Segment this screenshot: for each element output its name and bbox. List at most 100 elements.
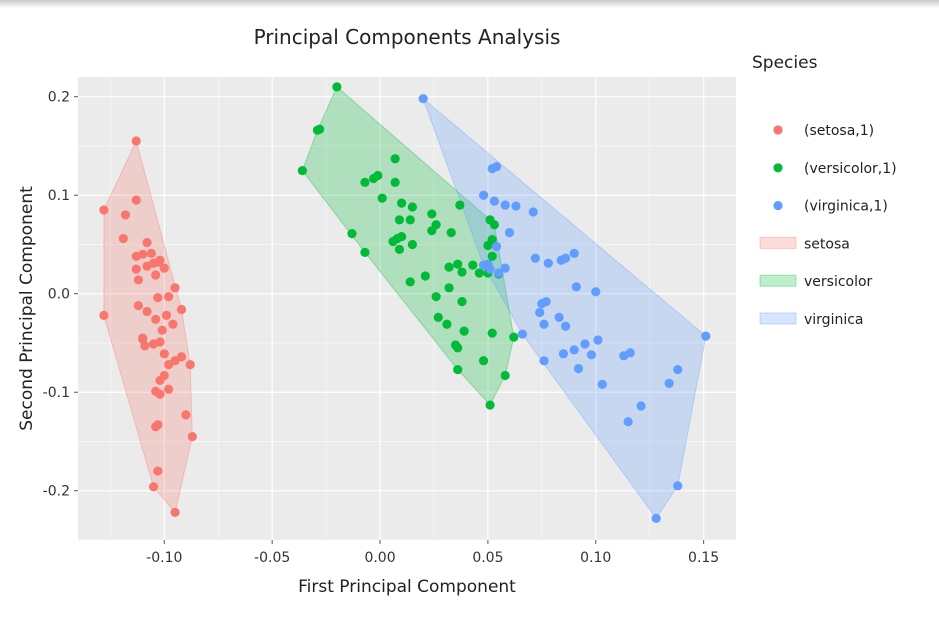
- point-virginica: [511, 201, 521, 211]
- point-versicolor: [394, 215, 405, 225]
- legend-marker: [773, 125, 783, 135]
- legend-label: versicolor: [804, 274, 873, 290]
- point-setosa: [176, 352, 187, 362]
- point-virginica: [504, 228, 515, 238]
- point-setosa: [133, 275, 144, 285]
- point-virginica: [586, 350, 597, 360]
- point-virginica: [560, 321, 571, 331]
- point-virginica: [517, 329, 528, 339]
- legend-item-virginica[interactable]: virginica: [759, 312, 864, 328]
- legend-label: (virginica,1): [804, 199, 888, 215]
- x-axis-title: First Principal Component: [298, 577, 516, 597]
- x-tick-label: 0.15: [688, 550, 719, 566]
- point-setosa: [142, 306, 152, 317]
- point-setosa: [153, 293, 163, 303]
- point-versicolor: [446, 228, 456, 238]
- point-setosa: [185, 360, 195, 370]
- point-versicolor: [485, 400, 495, 410]
- point-versicolor: [487, 328, 497, 338]
- legend-label: (setosa,1): [804, 123, 874, 139]
- legend-item-setosa[interactable]: (setosa,1): [773, 123, 874, 139]
- point-setosa: [161, 310, 172, 320]
- point-versicolor: [397, 198, 407, 208]
- point-virginica: [478, 260, 489, 270]
- point-versicolor: [500, 370, 510, 381]
- point-setosa: [164, 292, 174, 302]
- y-tick-label: 0.1: [48, 188, 70, 204]
- point-virginica: [558, 349, 569, 359]
- point-versicolor: [360, 177, 370, 188]
- point-setosa: [187, 431, 197, 442]
- point-versicolor: [373, 170, 383, 181]
- point-versicolor: [405, 277, 415, 287]
- point-setosa: [142, 237, 152, 248]
- point-versicolor: [405, 215, 415, 225]
- point-versicolor: [453, 343, 463, 353]
- legend-label: setosa: [804, 236, 850, 252]
- point-virginica: [539, 319, 549, 329]
- point-virginica: [569, 345, 579, 355]
- point-virginica: [673, 481, 683, 491]
- point-virginica: [554, 312, 564, 322]
- point-versicolor: [377, 193, 387, 203]
- point-virginica: [571, 282, 581, 292]
- point-setosa: [176, 304, 187, 315]
- x-tick-label: -0.10: [146, 550, 182, 566]
- point-versicolor: [312, 125, 323, 135]
- point-versicolor: [390, 154, 400, 164]
- chart-title: Principal Components Analysis: [254, 25, 561, 49]
- point-versicolor: [459, 326, 469, 336]
- point-versicolor: [332, 82, 342, 92]
- legend-item-setosa[interactable]: setosa: [759, 236, 850, 252]
- point-setosa: [155, 375, 165, 386]
- point-virginica: [623, 417, 633, 427]
- point-virginica: [491, 162, 502, 172]
- point-versicolor: [407, 239, 417, 250]
- point-setosa: [157, 325, 167, 335]
- point-versicolor: [442, 319, 452, 329]
- point-setosa: [155, 337, 165, 347]
- legend-swatch: [759, 312, 797, 325]
- point-setosa: [131, 136, 141, 146]
- point-virginica: [491, 241, 502, 252]
- point-setosa: [131, 195, 141, 205]
- point-versicolor: [444, 283, 454, 293]
- y-axis-title: Second Principal Component: [17, 186, 37, 431]
- legend-label: (versicolor,1): [804, 161, 897, 177]
- point-setosa: [164, 384, 174, 394]
- point-virginica: [593, 335, 603, 345]
- point-virginica: [597, 379, 607, 389]
- point-versicolor: [407, 202, 417, 212]
- point-versicolor: [487, 251, 497, 261]
- legend-swatch: [759, 236, 797, 249]
- point-versicolor: [420, 271, 430, 281]
- legend-item-virginica[interactable]: (virginica,1): [773, 199, 888, 215]
- legend-marker: [773, 201, 783, 211]
- point-versicolor: [427, 226, 437, 236]
- point-setosa: [181, 410, 191, 420]
- point-versicolor: [457, 267, 467, 277]
- plot-area: [78, 77, 736, 540]
- point-setosa: [170, 283, 180, 293]
- legend[interactable]: Species (setosa,1) (versicolor,1) (virgini…: [752, 53, 897, 328]
- point-setosa: [168, 319, 178, 329]
- window-top-shadow: [0, 0, 939, 8]
- legend-item-versicolor[interactable]: versicolor: [759, 274, 873, 290]
- point-versicolor: [297, 165, 307, 176]
- point-setosa: [99, 205, 109, 215]
- point-virginica: [701, 331, 711, 341]
- data-points: [99, 82, 711, 523]
- point-virginica: [543, 258, 553, 268]
- point-virginica: [560, 253, 571, 263]
- point-versicolor: [427, 209, 437, 219]
- point-versicolor: [453, 259, 463, 269]
- legend-item-versicolor[interactable]: (versicolor,1): [773, 161, 897, 177]
- point-versicolor: [360, 247, 370, 257]
- point-virginica: [530, 253, 540, 263]
- point-setosa: [133, 300, 144, 311]
- point-virginica: [500, 200, 510, 210]
- point-virginica: [528, 207, 538, 217]
- point-virginica: [625, 348, 635, 358]
- point-virginica: [489, 196, 499, 206]
